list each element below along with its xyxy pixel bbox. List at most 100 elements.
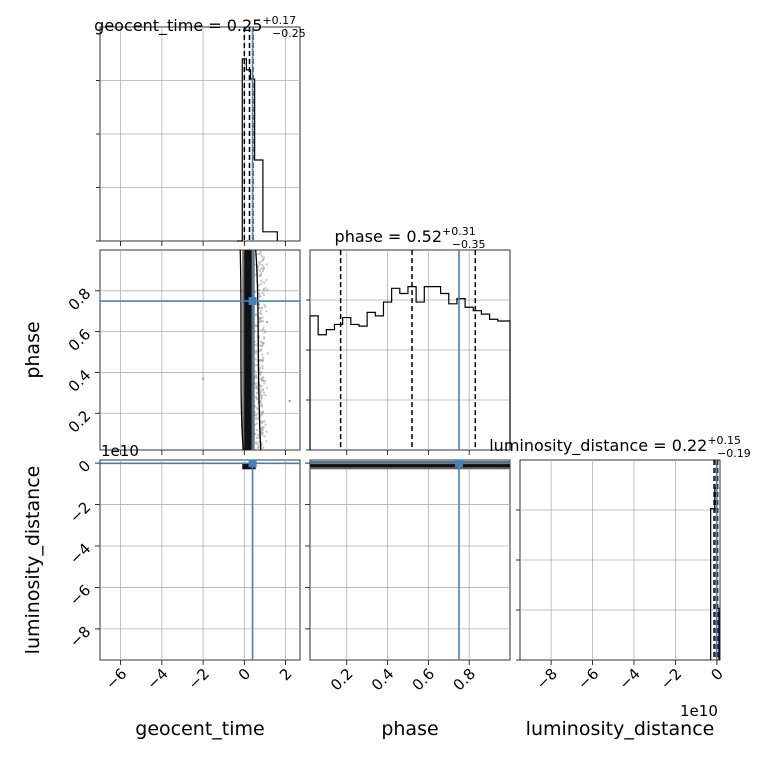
scatter-point xyxy=(258,366,262,370)
scatter-point xyxy=(257,283,261,287)
scatter-point xyxy=(261,353,264,356)
y-tick-label: 0.6 xyxy=(65,325,95,355)
scatter-point xyxy=(259,396,263,399)
scatter-point xyxy=(262,376,265,379)
scatter-point xyxy=(260,433,264,436)
x-tick-label: 0.2 xyxy=(327,665,357,695)
x-tick-label: 0.8 xyxy=(449,665,479,695)
scatter-point xyxy=(259,349,263,352)
x-tick-label: −2 xyxy=(657,665,685,693)
y-tick-label: −8 xyxy=(66,623,94,651)
scatter-point xyxy=(260,443,264,447)
truth-marker xyxy=(248,459,257,468)
scatter-point xyxy=(262,293,265,297)
scatter-point xyxy=(262,267,265,271)
scatter-point xyxy=(255,349,258,353)
scatter-point xyxy=(254,330,257,333)
scatter-point xyxy=(265,430,268,433)
scatter-point xyxy=(255,436,259,440)
scatter-point xyxy=(259,385,262,388)
scatter-point xyxy=(258,269,262,273)
scatter-point xyxy=(262,379,265,382)
scatter-point xyxy=(255,382,259,385)
title-phase: phase = 0.52+0.31 −0.35 xyxy=(335,225,486,251)
scatter-point xyxy=(254,313,258,316)
density-core xyxy=(244,250,252,450)
scatter-point xyxy=(258,344,262,347)
x-tick-label: −4 xyxy=(143,665,171,693)
scatter-point xyxy=(261,257,265,261)
scatter-point xyxy=(256,391,259,394)
scatter-point xyxy=(262,281,266,284)
scatter-point xyxy=(262,382,266,385)
y-tick-label: −2 xyxy=(66,498,94,526)
x-tick-label: −6 xyxy=(574,665,602,693)
scatter-point xyxy=(259,319,262,323)
scatter-point xyxy=(263,379,267,383)
panel-distance-vs-geocent-time xyxy=(99,459,301,661)
scatter-point xyxy=(258,262,262,266)
scatter-point xyxy=(258,288,262,292)
y-tick-label: 0.4 xyxy=(65,366,95,396)
scatter-point xyxy=(261,263,264,267)
y-tick-label: −4 xyxy=(66,540,94,568)
scatter-point xyxy=(256,265,260,269)
scatter-point xyxy=(261,388,265,392)
scatter-point xyxy=(254,352,258,355)
scatter-point xyxy=(264,286,267,290)
grid-lines xyxy=(100,27,720,660)
scatter-point xyxy=(261,255,264,258)
scatter-point xyxy=(260,282,263,286)
scatter-point xyxy=(265,440,268,443)
x-tick-label: −4 xyxy=(616,665,644,693)
y-tick-label: 0 xyxy=(75,457,94,476)
tick-marks xyxy=(95,80,718,665)
scatter-point xyxy=(259,279,263,283)
scatter-point xyxy=(261,320,265,323)
scatter-point xyxy=(261,291,264,295)
scatter-point xyxy=(259,401,263,404)
x-axis-label-geocent-time: geocent_time xyxy=(135,718,264,740)
scatter-point xyxy=(259,273,262,277)
scatter-point xyxy=(254,364,258,367)
y-tick-label: 0.8 xyxy=(65,284,95,314)
y-axis-label-luminosity-distance: luminosity_distance xyxy=(22,466,44,655)
x-tick-label: 0.6 xyxy=(409,665,439,695)
scatter-point xyxy=(254,441,258,444)
scatter-point xyxy=(261,359,264,362)
title-luminosity-distance: luminosity_distance = 0.22+0.15 −0.19 xyxy=(489,434,751,460)
scatter-point xyxy=(260,307,264,310)
scatter-point xyxy=(265,263,269,266)
scatter-point xyxy=(255,397,259,401)
scatter-point xyxy=(257,444,260,447)
scatter-point xyxy=(261,269,265,273)
scatter-point xyxy=(259,312,263,316)
scatter-point xyxy=(265,320,269,324)
contour-line xyxy=(255,249,262,451)
scatter-point xyxy=(254,375,257,378)
scatter-point xyxy=(260,260,263,263)
x-offset-text-distance: 1e10 xyxy=(680,702,718,720)
scatter-point xyxy=(254,413,257,417)
scatter-point xyxy=(263,420,266,423)
x-tick-label: −2 xyxy=(185,665,213,693)
x-tick-label: −8 xyxy=(533,665,561,693)
scatter-point xyxy=(262,337,266,340)
scatter-point xyxy=(257,440,261,444)
data-marks xyxy=(100,27,720,660)
scatter-point xyxy=(256,417,260,420)
scatter-point xyxy=(255,385,258,388)
scatter-point xyxy=(256,407,260,411)
scatter-point xyxy=(257,436,261,439)
scatter-point xyxy=(264,393,267,397)
scatter-points xyxy=(201,250,291,450)
y-axis-label-phase: phase xyxy=(22,321,44,378)
panel-phase-vs-geocent-time xyxy=(99,249,301,451)
scatter-point xyxy=(260,394,264,397)
scatter-point xyxy=(261,411,264,414)
scatter-point xyxy=(264,423,267,426)
scatter-point xyxy=(263,331,266,334)
scatter-point xyxy=(261,328,264,332)
scatter-point xyxy=(259,309,263,312)
tick-labels: −6 −4 −2 0 2 0.2 0.4 0.6 0.8 −8 −6 −4 −2 0 0.2 0.4 0.6 0.… xyxy=(65,284,727,694)
